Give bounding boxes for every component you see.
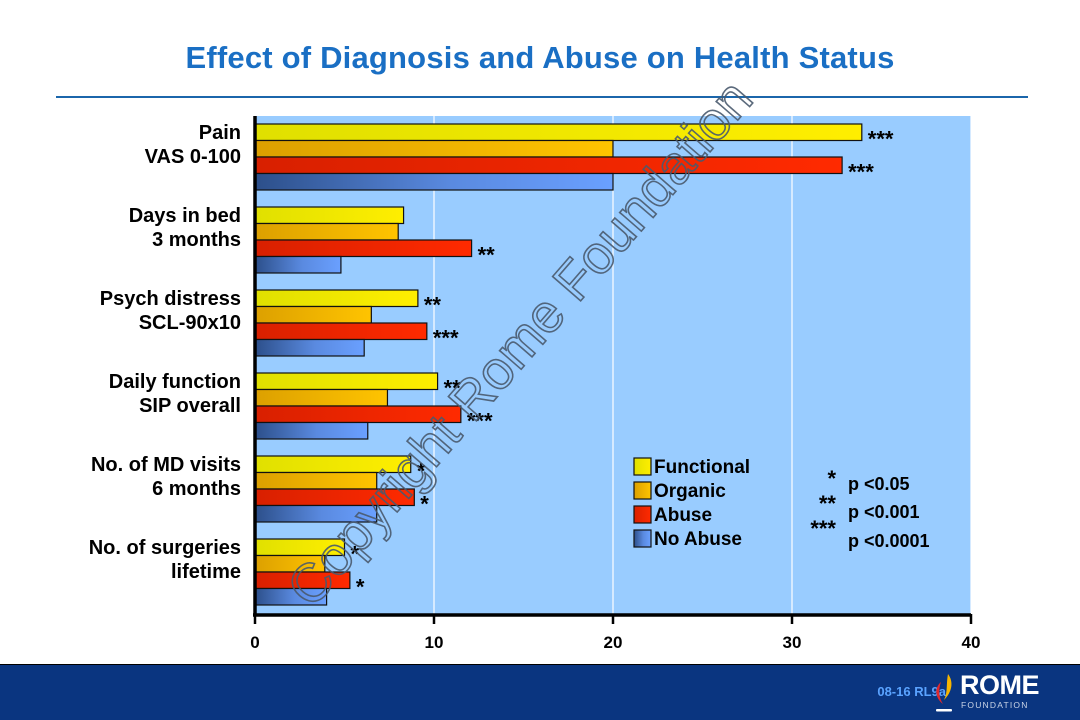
significance-marker: **: [444, 376, 462, 401]
category-label: Days in bed: [129, 205, 241, 227]
flame-icon: [936, 674, 952, 712]
category-label: VAS 0-100: [145, 146, 241, 168]
bar-organic: [254, 305, 372, 324]
bar-organic: [254, 222, 399, 241]
bar-abuse: [254, 239, 473, 258]
category-label: No. of surgeries: [89, 537, 241, 559]
significance-marker: *: [420, 492, 429, 517]
legend-swatch-functional: [633, 457, 652, 476]
significance-marker: ***: [848, 160, 874, 185]
bar-organic: [254, 139, 614, 158]
significance-marker: ***: [433, 326, 459, 351]
bar-functional: [254, 372, 439, 391]
bar-organic: [254, 388, 389, 407]
x-tick-label: 0: [250, 633, 259, 652]
significance-marker: **: [478, 243, 496, 268]
bar-functional: [254, 289, 419, 308]
significance-marker: *: [356, 575, 365, 600]
x-tick-label: 30: [783, 633, 802, 652]
slide-code: 08-16 RL9a: [877, 684, 946, 699]
significance-marker: **: [424, 293, 442, 318]
significance-key: * p <0.05 ** p <0.001 *** p <0.0001: [810, 466, 929, 551]
bar-no_abuse: [254, 172, 614, 191]
slide-title: Effect of Diagnosis and Abuse on Health …: [185, 40, 895, 75]
legend-swatch-no_abuse: [633, 529, 652, 548]
category-label: Psych distress: [100, 288, 241, 310]
category-label: 6 months: [152, 478, 241, 500]
x-tick-label: 10: [425, 633, 444, 652]
legend-label-abuse: Abuse: [654, 505, 712, 526]
bar-abuse: [254, 322, 428, 341]
bar-no_abuse: [254, 421, 369, 440]
significance-marker: ***: [868, 127, 894, 152]
key-stars: **: [819, 491, 837, 516]
legend-swatch-abuse: [633, 505, 652, 524]
category-label: Pain: [199, 122, 241, 144]
bar-functional: [254, 206, 405, 225]
bar-abuse: [254, 156, 843, 175]
significance-marker: *: [351, 542, 360, 567]
category-label: No. of MD visits: [91, 454, 241, 476]
category-label: SIP overall: [139, 395, 241, 417]
key-stars: *: [827, 466, 836, 491]
significance-marker: ***: [467, 409, 493, 434]
logo-wordmark: ROME: [960, 670, 1040, 700]
logo-subtitle: FOUNDATION: [961, 700, 1029, 710]
x-tick-label: 40: [962, 633, 981, 652]
bar-no_abuse: [254, 338, 365, 357]
legend-label-organic: Organic: [654, 481, 726, 502]
title-divider: [56, 96, 1028, 98]
category-label: Daily function: [109, 371, 241, 393]
category-label: SCL-90x10: [139, 312, 241, 334]
bar-functional: [254, 123, 863, 142]
legend-label-functional: Functional: [654, 457, 750, 478]
legend-label-no_abuse: No Abuse: [654, 529, 742, 550]
significance-marker: *: [417, 459, 426, 484]
category-label: 3 months: [152, 229, 241, 251]
category-label: lifetime: [171, 561, 241, 583]
legend-swatch-organic: [633, 481, 652, 500]
key-label: p <0.001: [848, 502, 920, 522]
bar-no_abuse: [254, 255, 342, 274]
key-stars: ***: [810, 516, 836, 541]
key-label: p <0.05: [848, 474, 910, 494]
key-label: p <0.0001: [848, 531, 930, 551]
rome-foundation-logo: ROME FOUNDATION: [932, 670, 1040, 716]
footer-bar: 08-16 RL9a ROME FOUNDATION: [0, 664, 1080, 720]
legend: Functional Organic Abuse No Abuse: [633, 457, 750, 550]
x-tick-label: 20: [604, 633, 623, 652]
